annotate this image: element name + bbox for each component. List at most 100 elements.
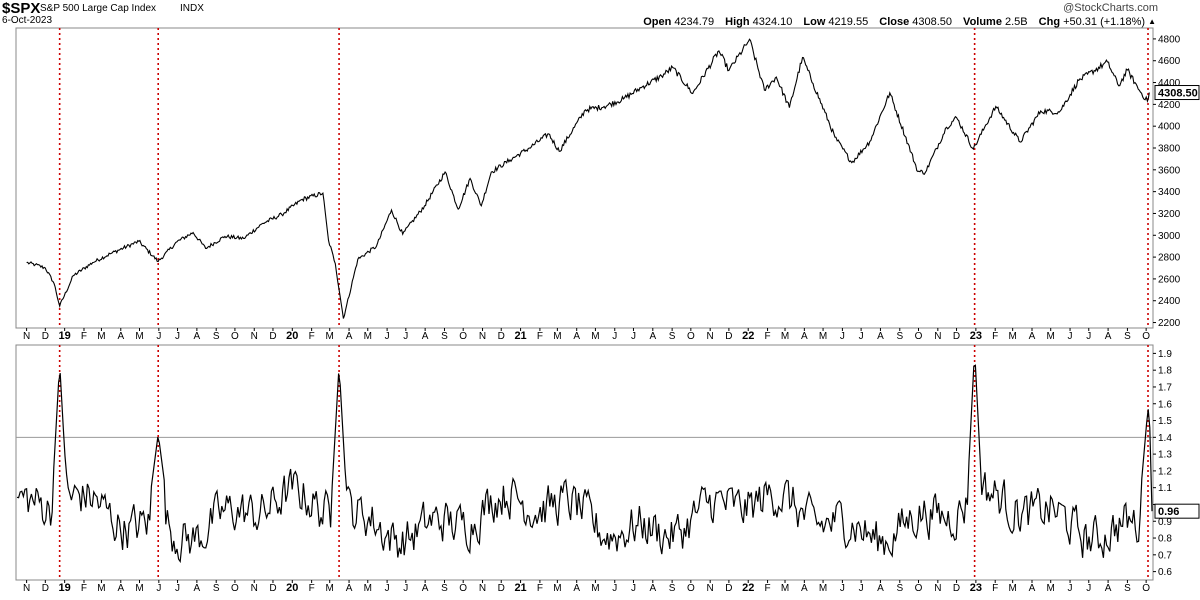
ratio-ytick-label: 0.9 (1158, 517, 1172, 528)
low-label: Low (803, 16, 826, 28)
ratio-xtick-label: O (1142, 583, 1150, 594)
ratio-xtick-label: A (801, 583, 808, 594)
price-last-value-box (1154, 85, 1200, 101)
price-xtick-label: J (1086, 331, 1091, 342)
price-ytick-label: 4000 (1158, 122, 1181, 133)
price-xtick-label: S (1124, 331, 1131, 342)
symbol-label: $SPX (2, 0, 41, 17)
price-xtick-label: J (612, 331, 617, 342)
price-xtick-label: M (591, 331, 599, 342)
watermark: @StockCharts.com (1063, 2, 1158, 14)
ratio-xtick-label: J (156, 583, 161, 594)
price-xtick-label: J (840, 331, 845, 342)
ratio-xtick-label: O (687, 583, 695, 594)
price-xtick-label: O (915, 331, 923, 342)
price-xtick-label: F (765, 331, 771, 342)
ratio-ytick-label: 1.7 (1158, 382, 1172, 393)
ratio-ytick-label: 1.8 (1158, 366, 1172, 377)
ratio-xtick-label: N (707, 583, 714, 594)
ratio-xtick-label: S (1124, 583, 1131, 594)
ratio-panel-frame (15, 344, 1154, 581)
ratio-xtick-label: F (765, 583, 771, 594)
ratio-xtick-label: M (326, 583, 334, 594)
ratio-ytick-label: 1.6 (1158, 399, 1172, 410)
price-xtick-label: A (1029, 331, 1036, 342)
ratio-xtick-label: 22 (742, 582, 754, 594)
price-xtick-label: 21 (514, 330, 526, 342)
price-xtick-label: A (649, 331, 656, 342)
price-xtick-label: M (781, 331, 789, 342)
close-label: Close (879, 16, 910, 28)
ratio-ytick-label: 1.2 (1158, 466, 1172, 477)
price-xtick-label: S (669, 331, 676, 342)
ratio-xtick-label: F (537, 583, 543, 594)
price-xtick-label: M (1047, 331, 1055, 342)
gridlines (16, 38, 1156, 583)
ratio-last-value-text: 0.96 (1158, 506, 1179, 518)
price-xtick-label: F (309, 331, 315, 342)
ratio-xtick-label: A (346, 583, 353, 594)
price-xtick-label: N (23, 331, 30, 342)
price-xtick-label: N (479, 331, 486, 342)
series-lines (16, 38, 1153, 564)
ratio-ytick-label: 0.8 (1158, 534, 1172, 545)
ratio-xtick-label: F (81, 583, 87, 594)
chg-label: Chg (1038, 16, 1061, 28)
low-value: 4219.55 (828, 16, 869, 28)
price-xtick-label: M (1008, 331, 1016, 342)
ratio-xtick-label: S (896, 583, 903, 594)
price-xtick-label: A (1105, 331, 1112, 342)
panel-frames (15, 27, 1154, 581)
price-ytick-label: 2400 (1158, 296, 1181, 307)
price-xtick-label: D (42, 331, 49, 342)
price-last-value: 4308.50 (1154, 85, 1200, 101)
ratio-xtick-label: F (309, 583, 315, 594)
price-xtick-label: J (859, 331, 864, 342)
price-ytick-label: 2600 (1158, 274, 1181, 285)
ratio-xtick-label: 21 (514, 582, 526, 594)
ratio-ytick-label: 0.6 (1158, 567, 1172, 578)
price-xtick-label: M (553, 331, 561, 342)
ratio-xtick-label: M (135, 583, 143, 594)
price-ytick-label: 2200 (1158, 318, 1181, 329)
ratio-xtick-label: M (1047, 583, 1055, 594)
price-xtick-label: A (346, 331, 353, 342)
price-ytick-label: 3000 (1158, 231, 1181, 242)
price-ytick-label: 3200 (1158, 209, 1181, 220)
ratio-last-value-box (1154, 503, 1200, 519)
volume-label: Volume (963, 16, 1002, 28)
ratio-xtick-label: M (781, 583, 789, 594)
ratio-xtick-label: A (1105, 583, 1112, 594)
ratio-xtick-label: M (819, 583, 827, 594)
price-xtick-label: A (573, 331, 580, 342)
price-ytick-label: 4600 (1158, 56, 1181, 67)
price-xtick-label: F (81, 331, 87, 342)
price-xtick-label: J (631, 331, 636, 342)
ratio-xtick-label: 23 (970, 582, 982, 594)
price-ytick-label: 2800 (1158, 253, 1181, 264)
price-panel-frame (15, 27, 1154, 329)
price-xtick-label: S (441, 331, 448, 342)
price-xtick-label: J (156, 331, 161, 342)
price-last-value-text: 4308.50 (1158, 88, 1198, 100)
price-xtick-label: O (231, 331, 239, 342)
price-xtick-label: D (725, 331, 732, 342)
close-value: 4308.50 (912, 16, 952, 28)
ratio-xtick-label: M (364, 583, 372, 594)
event-markers (58, 28, 1149, 580)
ratio-ytick-label: 1.9 (1158, 349, 1172, 360)
price-ytick-label: 4400 (1158, 78, 1181, 89)
ratio-xtick-label: N (23, 583, 30, 594)
ratio-xtick-label: J (1086, 583, 1091, 594)
price-xtick-label: D (269, 331, 276, 342)
price-xtick-label: N (934, 331, 941, 342)
price-xtick-label: 19 (59, 330, 71, 342)
description-label: S&P 500 Large Cap Index (40, 3, 157, 14)
ratio-xtick-label: J (403, 583, 408, 594)
ratio-xtick-label: D (269, 583, 276, 594)
price-xtick-label: 20 (286, 330, 298, 342)
ratio-xtick-label: A (573, 583, 580, 594)
price-xtick-label: J (385, 331, 390, 342)
price-xtick-label: F (992, 331, 998, 342)
price-xtick-label: N (251, 331, 258, 342)
